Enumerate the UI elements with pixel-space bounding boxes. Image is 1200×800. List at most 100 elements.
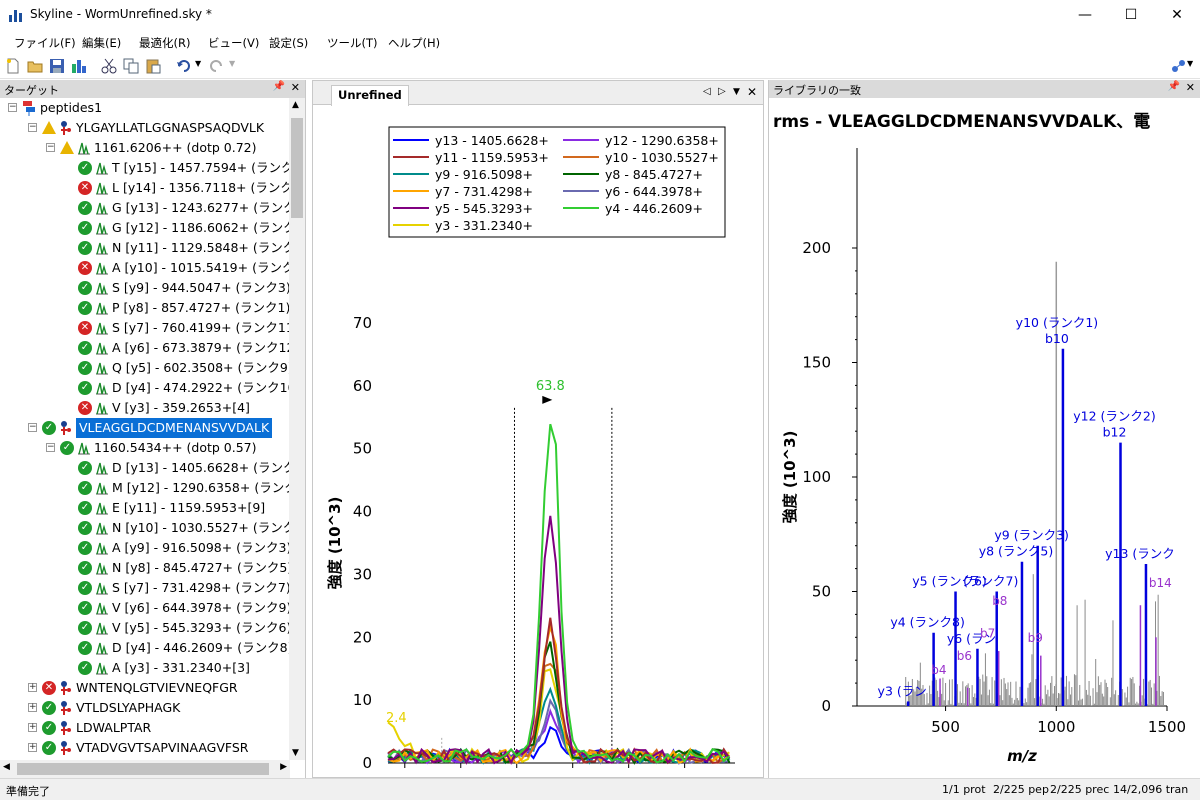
paste-icon[interactable] <box>145 58 161 74</box>
network-icon[interactable] <box>1170 58 1186 74</box>
precursor-row[interactable]: − 1161.6206++ (dotp 0.72) <box>0 138 290 158</box>
collapse-icon[interactable]: − <box>46 442 55 452</box>
save-icon[interactable] <box>49 58 65 74</box>
expand-icon[interactable]: + <box>28 702 37 712</box>
hscroll-thumb[interactable] <box>17 763 269 775</box>
tree-item-label: 1160.5434++ (dotp 0.57) <box>94 440 257 455</box>
peptide-row[interactable]: − ✓ VLEAGGLDCDMENANSVVDALK <box>0 417 290 439</box>
x-tick-label: 62.5 <box>388 776 421 777</box>
peptide-row[interactable]: − YLGAYLLATLGGNASPSAQDVLK <box>0 118 290 138</box>
menu-view[interactable]: ビュー(V) <box>208 36 260 50</box>
transition-row[interactable]: ✓ S [y7] - 731.4298+ (ランク7)[ <box>0 578 290 598</box>
transition-row[interactable]: ✓ D [y4] - 474.2922+ (ランク10 <box>0 378 290 398</box>
peptide-icon <box>61 721 71 735</box>
transition-row[interactable]: ✓ M [y12] - 1290.6358+ (ランク <box>0 478 290 498</box>
transition-row[interactable]: ✓ D [y4] - 446.2609+ (ランク8)[ <box>0 638 290 658</box>
transition-peak-icon <box>96 262 108 275</box>
tree-item-label: Q [y5] - 602.3508+ (ランク9) <box>112 360 290 375</box>
menu-refine[interactable]: 最適化(R) <box>139 36 191 50</box>
menu-settings[interactable]: 設定(S) <box>269 36 309 50</box>
error-icon: ✕ <box>42 681 56 695</box>
transition-row[interactable]: ✓ G [y12] - 1186.6062+ (ランク <box>0 218 290 238</box>
series-line <box>387 641 731 765</box>
transition-row[interactable]: ✓ T [y15] - 1457.7594+ (ランク <box>0 158 290 178</box>
tab-close-icon[interactable]: ✕ <box>747 85 758 99</box>
transition-row[interactable]: ✓ G [y13] - 1243.6277+ (ランク <box>0 198 290 218</box>
transition-row[interactable]: ✓ V [y6] - 644.3978+ (ランク9)[ <box>0 598 290 618</box>
target-tree[interactable]: − peptides1− YLGAYLLATLGGNASPSAQDVLK −1161.… <box>0 98 290 760</box>
network-dropdown-icon[interactable]: ▼ <box>1187 59 1194 68</box>
expand-icon[interactable]: + <box>28 682 37 692</box>
transition-row[interactable]: ✕ S [y7] - 760.4199+ (ランク11 <box>0 318 290 338</box>
tab-prev-icon[interactable]: ◁ <box>703 86 711 97</box>
precursor-peak-icon <box>78 142 90 155</box>
tab-unrefined[interactable]: Unrefined <box>331 85 409 106</box>
tree-item-label: LDWALPTAR <box>76 720 152 735</box>
close-button[interactable]: ✕ <box>1171 7 1183 23</box>
transition-row[interactable]: ✓ A [y3] - 331.2340+[3] <box>0 658 290 678</box>
expand-icon[interactable]: + <box>28 722 37 732</box>
cut-icon[interactable] <box>101 58 117 74</box>
peptide-row[interactable]: + ✕ WNTENQLGTVIEVNEQFGR <box>0 678 290 698</box>
tab-list-icon[interactable]: ▼ <box>733 87 740 97</box>
collapse-icon[interactable]: − <box>28 422 37 432</box>
import-icon[interactable] <box>71 58 87 74</box>
transition-row[interactable]: ✓ N [y10] - 1030.5527+ (ランク <box>0 518 290 538</box>
copy-icon[interactable] <box>123 58 139 74</box>
new-file-icon[interactable] <box>5 58 21 74</box>
legend-label: y6 - 644.3978+ <box>605 184 703 199</box>
transition-row[interactable]: ✓ A [y9] - 916.5098+ (ランク3)[ <box>0 538 290 558</box>
collapse-icon[interactable]: − <box>46 142 55 152</box>
collapse-icon[interactable]: − <box>8 102 17 112</box>
tree-item-label: V [y3] - 359.2653+[4] <box>112 400 250 415</box>
menu-file[interactable]: ファイル(F) <box>14 36 76 50</box>
tree-vertical-scrollbar[interactable]: ▲ ▼ <box>289 98 305 760</box>
tree-item-label: M [y12] - 1290.6358+ (ランク <box>112 480 290 495</box>
x-tick-label: 65.0 <box>668 776 701 777</box>
minimize-button[interactable]: — <box>1078 7 1092 23</box>
transition-row[interactable]: ✓ V [y5] - 545.3293+ (ランク6)[ <box>0 618 290 638</box>
targets-close-icon[interactable]: ✕ <box>290 81 300 94</box>
transition-row[interactable]: ✓ D [y13] - 1405.6628+ (ランク <box>0 458 290 478</box>
transition-peak-icon <box>96 642 108 655</box>
redo-icon[interactable] <box>208 58 224 74</box>
open-folder-icon[interactable] <box>27 58 43 74</box>
chromatogram-chart[interactable]: 01020304050607062.563.063.564.064.565.0保… <box>313 105 763 777</box>
peptide-row[interactable]: + ✓ VTADVGVTSAPVINAAGVFSR <box>0 738 290 758</box>
pin-icon[interactable]: 📌 <box>272 81 285 92</box>
transition-row[interactable]: ✕ A [y10] - 1015.5419+ (ランク <box>0 258 290 278</box>
library-close-icon[interactable]: ✕ <box>1185 81 1195 94</box>
transition-row[interactable]: ✓ P [y8] - 857.4727+ (ランク1)[ <box>0 298 290 318</box>
transition-row[interactable]: ✓ N [y11] - 1129.5848+ (ランク <box>0 238 290 258</box>
transition-row[interactable]: ✓ S [y9] - 944.5047+ (ランク3)[ <box>0 278 290 298</box>
peak-rt-label: 63.8 <box>536 379 565 394</box>
peptide-row[interactable]: + ✓ LDWALPTAR <box>0 718 290 738</box>
precursor-row[interactable]: − ✓ 1160.5434++ (dotp 0.57) <box>0 438 290 458</box>
library-match-panel: ライブラリの一致 📌 ✕ rms - VLEAGGLDCDMENANSVVDAL… <box>768 80 1200 778</box>
legend-box <box>388 126 726 238</box>
transition-row[interactable]: ✓ Q [y5] - 602.3508+ (ランク9) <box>0 358 290 378</box>
menu-edit[interactable]: 編集(E) <box>82 36 122 50</box>
expand-icon[interactable]: + <box>28 742 37 752</box>
library-pin-icon[interactable]: 📌 <box>1167 81 1180 92</box>
undo-icon[interactable] <box>176 58 192 74</box>
redo-dropdown-icon[interactable]: ▼ <box>229 59 236 68</box>
transition-row[interactable]: ✓ A [y6] - 673.3879+ (ランク12 <box>0 338 290 358</box>
transition-row[interactable]: ✓ E [y11] - 1159.5953+[9] <box>0 498 290 518</box>
transition-peak-icon <box>96 542 108 555</box>
tree-horizontal-scrollbar[interactable]: ◀ ▶ <box>0 760 290 778</box>
menu-tools[interactable]: ツール(T) <box>327 36 378 50</box>
tab-next-icon[interactable]: ▷ <box>718 86 726 97</box>
transition-peak-icon <box>96 182 108 195</box>
library-spectrum-chart[interactable]: rms - VLEAGGLDCDMENANSVVDALK、電 0 50 100 150 2… <box>769 98 1200 778</box>
transition-row[interactable]: ✓ N [y8] - 845.4727+ (ランク5)[ <box>0 558 290 578</box>
menu-help[interactable]: ヘルプ(H) <box>388 36 441 50</box>
undo-dropdown-icon[interactable]: ▼ <box>195 59 202 68</box>
transition-row[interactable]: ✕ V [y3] - 359.2653+[4] <box>0 398 290 418</box>
peptide-list-row[interactable]: − peptides1 <box>0 98 290 118</box>
collapse-icon[interactable]: − <box>28 122 37 132</box>
peptide-row[interactable]: + ✓ VTLDSLYAPHAGK <box>0 698 290 718</box>
maximize-button[interactable]: ☐ <box>1124 7 1138 23</box>
transition-row[interactable]: ✕ L [y14] - 1356.7118+ (ランク <box>0 178 290 198</box>
scroll-thumb[interactable] <box>291 118 303 218</box>
